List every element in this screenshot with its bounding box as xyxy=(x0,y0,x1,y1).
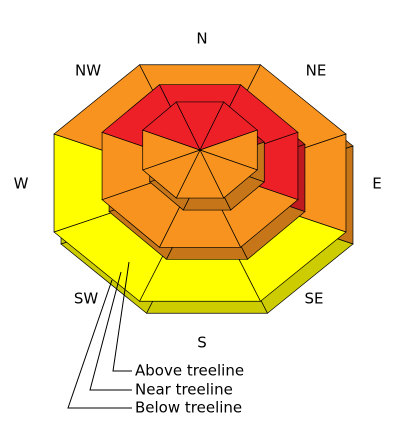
sector xyxy=(142,101,201,151)
direction-label: E xyxy=(372,175,381,193)
leader-line xyxy=(112,261,132,372)
leader-line xyxy=(89,271,132,391)
direction-label: N xyxy=(196,30,207,48)
direction-label: SE xyxy=(305,290,324,308)
direction-label: SW xyxy=(74,290,99,308)
direction-label: W xyxy=(14,175,29,193)
direction-label: S xyxy=(197,334,207,352)
direction-label: NE xyxy=(306,62,327,80)
band-label: Near treeline xyxy=(135,381,233,399)
direction-label: NW xyxy=(75,62,101,80)
band-label: Below treeline xyxy=(135,399,242,417)
leader-line xyxy=(67,279,132,409)
band-label: Above treeline xyxy=(135,362,244,380)
rose-shapes xyxy=(53,64,354,314)
